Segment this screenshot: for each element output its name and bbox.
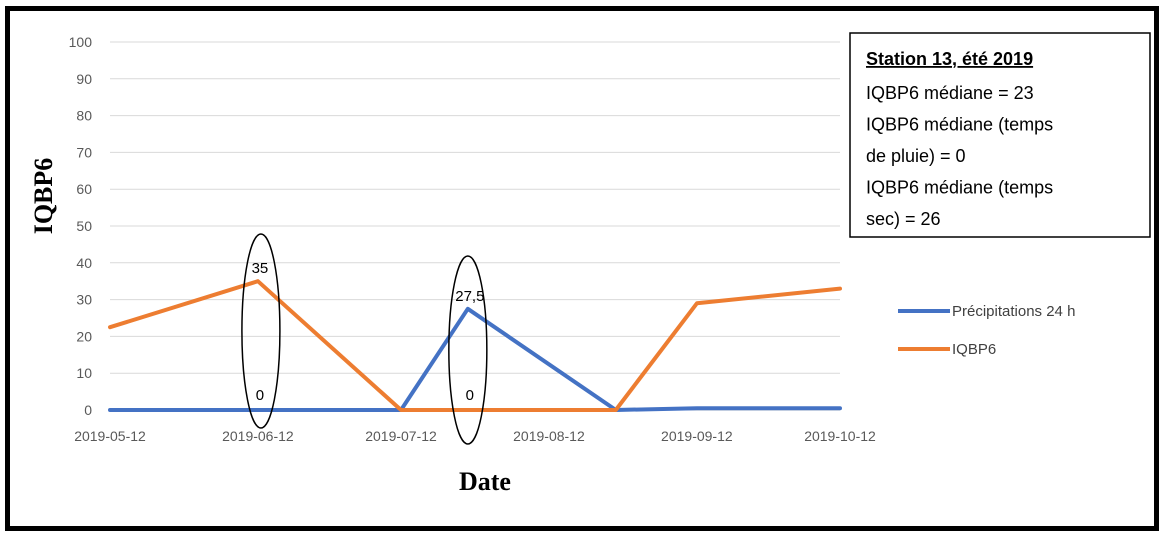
x-tick-label-2019-07-12: 2019-07-12	[365, 428, 437, 444]
annotation-box-line-4: IQBP6 médiane (temps	[866, 178, 1053, 198]
annotation-box-line-2: IQBP6 médiane (temps	[866, 115, 1053, 135]
series-line-precipitations	[108, 306, 842, 412]
y-tick-label-100: 100	[69, 34, 93, 50]
series-line-iqbp6	[108, 279, 842, 412]
annotation-ellipse-1	[241, 233, 281, 429]
y-tick-label-20: 20	[76, 328, 92, 344]
data-label-3: 27,5	[455, 288, 484, 305]
annotation-box	[849, 32, 1151, 238]
x-tick-label-2019-05-12: 2019-05-12	[74, 428, 146, 444]
y-tick-label-90: 90	[76, 71, 92, 87]
x-tick-label-2019-09-12: 2019-09-12	[661, 428, 733, 444]
y-tick-label-10: 10	[76, 365, 92, 381]
legend-label-precipitations: Précipitations 24 h	[952, 303, 1075, 320]
annotation-box-line-5: sec) = 26	[866, 209, 941, 229]
legend-label-iqbp6: IQBP6	[952, 341, 996, 358]
data-label-4: 0	[466, 387, 474, 404]
x-axis-title: Date	[459, 467, 511, 496]
y-tick-label-80: 80	[76, 108, 92, 124]
x-tick-label-2019-06-12: 2019-06-12	[222, 428, 294, 444]
data-label-1: 35	[252, 260, 269, 277]
x-tick-label-2019-08-12: 2019-08-12	[513, 428, 585, 444]
y-tick-label-50: 50	[76, 218, 92, 234]
x-tick-label-2019-10-12: 2019-10-12	[804, 428, 876, 444]
annotation-box-title: Station 13, été 2019	[866, 49, 1033, 69]
y-tick-label-30: 30	[76, 292, 92, 308]
data-label-2: 0	[256, 387, 264, 404]
annotation-box-line-3: de pluie) = 0	[866, 146, 966, 166]
y-tick-label-0: 0	[84, 402, 92, 418]
y-tick-label-70: 70	[76, 144, 92, 160]
annotation-ellipse-2	[448, 255, 488, 445]
y-tick-label-60: 60	[76, 181, 92, 197]
annotation-box-line-1: IQBP6 médiane = 23	[866, 83, 1034, 103]
y-axis-title: IQBP6	[29, 158, 58, 235]
y-tick-label-40: 40	[76, 255, 92, 271]
